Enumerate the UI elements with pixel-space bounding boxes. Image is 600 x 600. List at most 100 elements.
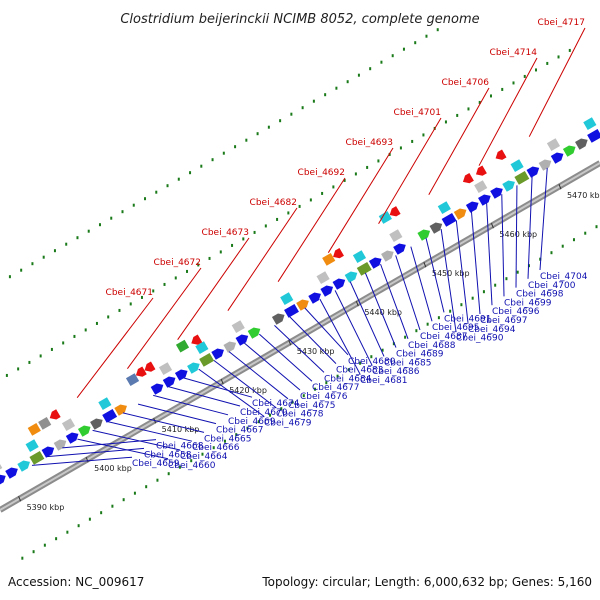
leader-line xyxy=(277,177,346,282)
gc-dot xyxy=(98,223,101,227)
leader-line xyxy=(47,447,145,458)
gc-dot xyxy=(264,224,267,228)
gene-block xyxy=(150,383,164,395)
gene-block xyxy=(29,451,45,465)
gc-dot xyxy=(546,61,549,65)
kbp-tick-label: 5450 kbp xyxy=(432,269,470,278)
gc-dot xyxy=(287,211,290,215)
gc-dot xyxy=(411,139,414,143)
gene-labels: Cbei_4717 Cbei_4714 Cbei_4706 Cbei_4701 Cbei… xyxy=(106,18,588,471)
gc-content-dots xyxy=(5,28,598,560)
kbp-ticks: 5390 kbp 5400 kbp 5410 kbp 5420 kbp 5430 kbp… xyxy=(18,184,600,512)
gene-block xyxy=(389,229,403,243)
gc-dot xyxy=(557,55,560,59)
gc-dot xyxy=(346,80,349,84)
leader-line xyxy=(470,211,481,315)
leader-line xyxy=(127,267,202,369)
gene-label: Cbei_4658 xyxy=(144,450,192,460)
gene-label: Cbei_4679 xyxy=(264,418,312,428)
gene-block xyxy=(441,213,457,227)
gc-dot xyxy=(223,439,226,443)
gc-dot xyxy=(377,159,380,163)
gene-block xyxy=(162,376,176,388)
gc-dot xyxy=(222,151,225,155)
gc-dot xyxy=(77,524,80,528)
gc-dot xyxy=(366,165,369,169)
gene-block xyxy=(378,211,392,224)
leader-line xyxy=(274,325,325,373)
gc-dot xyxy=(291,400,294,404)
gene-block xyxy=(125,373,140,386)
gene-label: Cbei_4699 xyxy=(504,298,552,308)
leader-line xyxy=(527,176,533,279)
gene-block xyxy=(322,252,336,266)
gene-label: Cbei_4695 xyxy=(432,323,479,333)
gc-dot xyxy=(584,231,587,235)
kbp-tick-label: 5470 kbp xyxy=(567,191,600,200)
gene-block xyxy=(475,165,487,176)
gc-dot xyxy=(186,269,189,273)
gene-label: Cbei_4674 xyxy=(252,399,300,409)
leader-line xyxy=(168,386,241,407)
gene-block xyxy=(344,271,358,283)
gc-dot xyxy=(110,216,113,220)
accession-text: Accession: NC_009617 xyxy=(8,575,144,589)
gc-dot xyxy=(505,277,508,281)
gene-block xyxy=(320,285,334,297)
gc-dot xyxy=(17,367,20,371)
gene-features xyxy=(0,117,600,486)
gc-dot xyxy=(5,373,8,377)
gene-block xyxy=(17,460,30,472)
gc-dot xyxy=(391,54,394,58)
gene-block xyxy=(538,159,552,171)
gene-block xyxy=(587,129,600,143)
gc-dot xyxy=(84,328,87,332)
gc-dot xyxy=(42,255,45,259)
genome-info-text: Topology: circular; Length: 6,000,632 bp… xyxy=(261,575,592,589)
gene-label: Cbei_4668 xyxy=(156,442,204,452)
kbp-tick-label: 5390 kbp xyxy=(27,503,65,512)
gene-label: Cbei_4669 xyxy=(228,417,276,427)
gc-dot xyxy=(381,348,384,352)
gene-label: Cbei_4678 xyxy=(276,410,324,420)
gene-label: Cbei_4687 xyxy=(420,332,467,342)
gc-dot xyxy=(20,268,23,272)
leader-line xyxy=(137,403,217,425)
gene-block xyxy=(25,439,39,453)
gc-dot xyxy=(39,354,42,358)
gene-block xyxy=(495,149,507,160)
leader-line xyxy=(62,439,157,449)
gc-dot xyxy=(55,537,58,541)
gene-label: Cbei_4671 xyxy=(106,288,153,298)
gene-block xyxy=(5,467,18,479)
gc-dot xyxy=(267,125,270,129)
kbp-tick-mark xyxy=(85,457,89,463)
gc-dot xyxy=(256,132,259,136)
leader-line xyxy=(177,237,250,340)
gene-block xyxy=(49,409,61,420)
gc-dot xyxy=(539,257,542,261)
leader-line xyxy=(501,194,505,297)
kbp-tick-mark xyxy=(423,262,427,268)
gene-label: Cbei_4684 xyxy=(324,374,372,384)
gc-dot xyxy=(145,485,148,489)
kbp-tick-label: 5440 kbp xyxy=(364,308,402,317)
leader-line xyxy=(228,351,289,400)
gc-dot xyxy=(21,556,24,560)
gc-dot xyxy=(332,185,335,189)
gene-block xyxy=(98,397,112,411)
gc-dot xyxy=(219,250,222,254)
gc-dot xyxy=(572,238,575,242)
leader-line xyxy=(107,421,193,442)
gc-dot xyxy=(73,334,76,338)
gc-dot xyxy=(95,321,98,325)
gc-dot xyxy=(388,152,391,156)
gene-block xyxy=(199,353,215,367)
gc-dot xyxy=(471,296,474,300)
gene-label: Cbei_4688 xyxy=(408,341,456,351)
gene-block xyxy=(562,145,576,157)
kbp-tick-mark xyxy=(490,223,494,229)
gc-dot xyxy=(107,315,110,319)
